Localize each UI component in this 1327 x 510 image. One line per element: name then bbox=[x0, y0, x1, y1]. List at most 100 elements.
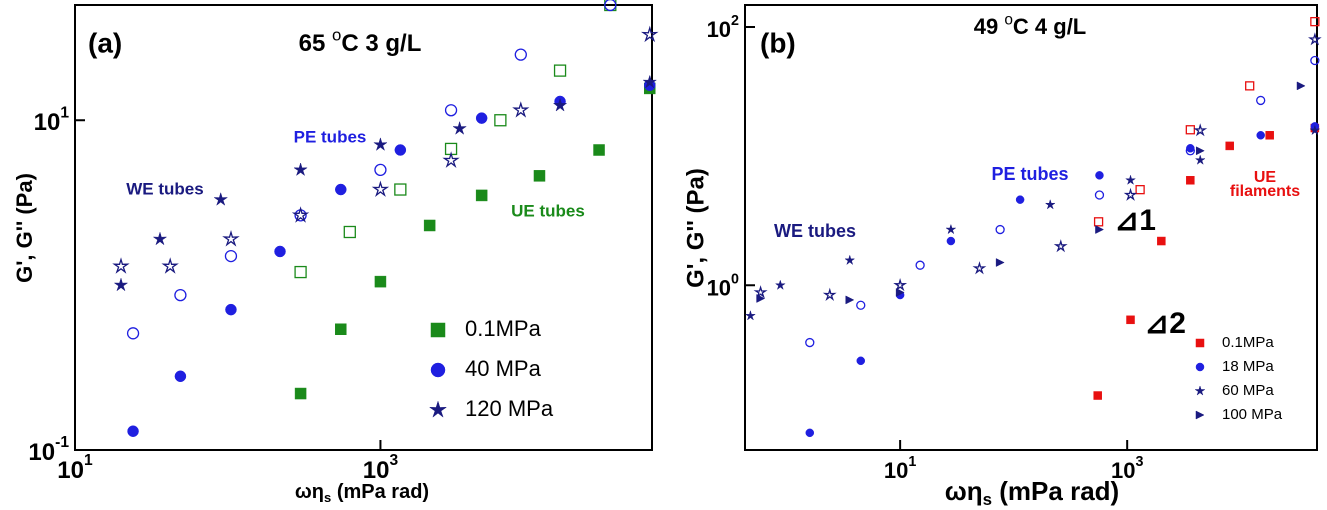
chart-title-suffix: C 3 g/L bbox=[341, 30, 421, 57]
marker bbox=[915, 260, 925, 270]
marker bbox=[161, 257, 179, 274]
plot-frame bbox=[74, 4, 653, 451]
marker bbox=[1308, 32, 1322, 46]
marker bbox=[946, 236, 956, 246]
chart-title: 49 oC 4 g/L bbox=[974, 11, 1087, 38]
y-axis-label: G', G'' (Pa) bbox=[12, 173, 37, 283]
x-tick-label-exponent: 1 bbox=[84, 452, 93, 469]
legend-marker bbox=[430, 362, 446, 378]
marker bbox=[972, 261, 987, 275]
x-axis-label-main: ωη bbox=[295, 481, 324, 503]
annotation: UE tubes bbox=[511, 201, 585, 220]
annotation: WE tubes bbox=[126, 179, 203, 198]
chart-title: 65 oC 3 g/L bbox=[299, 26, 422, 57]
x-tick-label-exponent: 1 bbox=[908, 454, 916, 470]
y-tick-label-exponent: 2 bbox=[731, 13, 739, 29]
marker bbox=[274, 245, 286, 258]
legend-label: 120 MPa bbox=[465, 396, 554, 421]
marker bbox=[174, 370, 187, 383]
x-axis-label-suffix: (mPa rad) bbox=[992, 476, 1119, 506]
marker bbox=[127, 425, 139, 437]
marker bbox=[1185, 125, 1195, 135]
marker bbox=[856, 300, 866, 310]
y-tick-label: 101 bbox=[34, 105, 70, 137]
marker bbox=[1186, 176, 1195, 185]
marker bbox=[1195, 146, 1205, 156]
marker bbox=[805, 428, 815, 438]
marker bbox=[1296, 81, 1306, 91]
x-tick-label: 101 bbox=[884, 454, 916, 483]
marker bbox=[1053, 239, 1068, 253]
x-tick-label: 103 bbox=[363, 452, 399, 484]
marker bbox=[1310, 16, 1320, 27]
marker bbox=[126, 327, 140, 340]
marker bbox=[294, 265, 307, 279]
marker bbox=[294, 387, 307, 400]
x-tick-label-base: 10 bbox=[363, 457, 390, 484]
legend-label: 60 MPa bbox=[1222, 382, 1274, 399]
marker bbox=[444, 104, 458, 117]
marker bbox=[374, 163, 387, 177]
marker bbox=[1093, 217, 1104, 227]
marker bbox=[1310, 55, 1320, 66]
x-axis-label: ωηs (mPa rad) bbox=[295, 481, 429, 505]
marker bbox=[225, 303, 237, 316]
marker bbox=[442, 151, 460, 168]
annotation: ⊿1 bbox=[1114, 204, 1156, 237]
x-axis-label-sub: s bbox=[983, 490, 992, 509]
marker bbox=[1194, 154, 1206, 165]
marker bbox=[1186, 144, 1195, 153]
marker bbox=[371, 180, 390, 197]
marker bbox=[995, 224, 1005, 235]
marker bbox=[224, 249, 238, 263]
x-axis-label-main: ωη bbox=[945, 476, 983, 506]
marker bbox=[642, 74, 658, 89]
marker bbox=[512, 101, 530, 118]
chart-title-suffix: C 4 g/L bbox=[1013, 14, 1086, 39]
marker bbox=[774, 279, 786, 290]
legend-label: 0.1MPa bbox=[1222, 334, 1274, 351]
marker bbox=[374, 275, 387, 288]
marker bbox=[373, 137, 388, 152]
annotation: UE bbox=[1254, 169, 1277, 186]
marker bbox=[113, 277, 129, 292]
legend-marker bbox=[1195, 338, 1205, 348]
y-tick-label-base: 10 bbox=[28, 439, 55, 466]
marker bbox=[553, 64, 567, 77]
x-axis-label-suffix: (mPa rad) bbox=[331, 481, 429, 503]
marker bbox=[533, 170, 546, 182]
panel-label: (b) bbox=[760, 27, 796, 58]
y-tick-label-exponent: 0 bbox=[731, 271, 739, 287]
marker bbox=[1265, 131, 1274, 140]
marker bbox=[1093, 391, 1102, 400]
marker bbox=[291, 206, 310, 223]
y-tick-label-exponent: -1 bbox=[55, 434, 69, 451]
marker bbox=[845, 295, 855, 305]
x-tick-label-exponent: 3 bbox=[1135, 454, 1143, 470]
chart-title-main: 65 bbox=[299, 30, 332, 57]
marker bbox=[1193, 123, 1208, 137]
annotation: PE tubes bbox=[991, 164, 1068, 184]
marker bbox=[174, 288, 187, 302]
y-axis-label: G', G'' (Pa) bbox=[682, 168, 709, 288]
legend-marker bbox=[1195, 362, 1205, 372]
panel-label: (a) bbox=[88, 27, 122, 58]
marker bbox=[1094, 190, 1105, 200]
marker bbox=[1123, 187, 1138, 201]
marker bbox=[1256, 95, 1266, 106]
x-tick-label: 101 bbox=[57, 452, 93, 484]
marker bbox=[1124, 174, 1137, 185]
marker bbox=[475, 189, 488, 202]
x-axis-label-sub: s bbox=[324, 490, 331, 505]
plot-frame bbox=[744, 4, 1318, 451]
marker bbox=[756, 294, 766, 303]
marker bbox=[452, 120, 468, 135]
y-tick-label: 102 bbox=[707, 13, 739, 42]
marker bbox=[945, 223, 957, 235]
annotation: filaments bbox=[1230, 183, 1300, 200]
marker bbox=[1256, 131, 1265, 140]
annotation: ⊿2 bbox=[1144, 307, 1186, 340]
y-tick-label-base: 10 bbox=[707, 275, 731, 300]
x-tick-label-base: 10 bbox=[1111, 458, 1135, 483]
